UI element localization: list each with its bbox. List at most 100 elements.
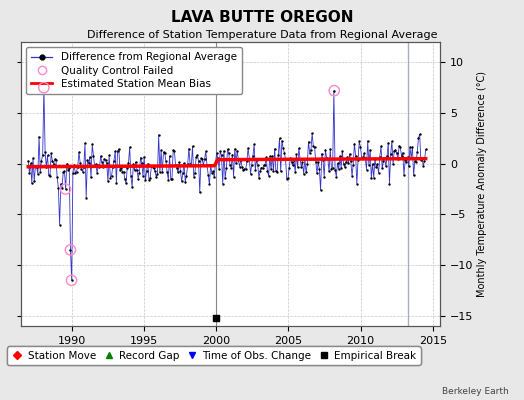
Point <box>407 155 416 161</box>
Point <box>304 138 313 145</box>
Point <box>43 152 52 159</box>
Point <box>222 165 231 172</box>
Point <box>349 162 357 168</box>
Point <box>37 158 46 164</box>
Point <box>92 161 100 167</box>
Point <box>84 160 93 166</box>
Point <box>302 169 310 176</box>
Point <box>124 160 133 166</box>
Point <box>322 155 331 161</box>
Point <box>387 151 395 158</box>
Point <box>197 155 205 162</box>
Point <box>183 161 192 168</box>
Point <box>40 84 48 91</box>
Point <box>378 165 386 172</box>
Point <box>320 174 329 180</box>
Point <box>108 164 117 170</box>
Point <box>118 168 127 175</box>
Point <box>129 161 137 168</box>
Point <box>307 147 315 154</box>
Point <box>366 146 374 153</box>
Point <box>182 172 191 179</box>
Point <box>227 164 235 171</box>
Point <box>160 150 169 156</box>
Point <box>107 173 116 179</box>
Point <box>133 166 141 173</box>
Point <box>420 158 429 164</box>
Point <box>380 154 389 161</box>
Point <box>228 151 236 158</box>
Point <box>202 148 210 155</box>
Point <box>287 159 296 166</box>
Point <box>80 164 88 170</box>
Point <box>223 146 232 152</box>
Point <box>164 176 172 183</box>
Point <box>336 153 344 159</box>
Point <box>110 157 118 164</box>
Point <box>79 168 87 175</box>
Point <box>390 147 398 154</box>
Point <box>373 161 381 167</box>
Point <box>81 140 89 146</box>
Point <box>362 166 370 173</box>
Point <box>169 147 177 154</box>
Point <box>249 153 257 159</box>
Point <box>52 157 60 164</box>
Point <box>381 163 390 170</box>
Point <box>100 156 108 162</box>
Point <box>255 175 263 181</box>
Point <box>65 165 73 172</box>
Point <box>158 168 167 175</box>
Point <box>68 277 76 284</box>
Point <box>35 134 43 140</box>
Point <box>58 185 66 192</box>
Point <box>341 164 349 170</box>
Point <box>400 172 408 178</box>
Point <box>391 147 400 153</box>
Point <box>175 159 183 165</box>
Point <box>409 172 418 178</box>
Point <box>226 162 234 168</box>
Point <box>48 158 57 164</box>
Point <box>357 155 366 161</box>
Point <box>235 163 244 170</box>
Point <box>139 172 147 179</box>
Point <box>408 144 417 150</box>
Point <box>49 161 58 168</box>
Point <box>170 148 179 154</box>
Point <box>297 163 305 170</box>
Point <box>214 155 222 162</box>
Point <box>416 131 424 137</box>
Point <box>56 221 64 228</box>
Point <box>171 162 180 168</box>
Point <box>293 164 302 170</box>
Point <box>394 156 402 162</box>
Point <box>324 156 332 162</box>
Point <box>251 166 259 173</box>
Point <box>256 168 265 174</box>
Point <box>396 144 405 150</box>
Point <box>46 173 54 179</box>
Point <box>367 175 376 182</box>
Point <box>162 158 170 164</box>
Point <box>178 178 186 184</box>
Point <box>32 164 41 170</box>
Point <box>128 184 136 190</box>
Point <box>361 155 369 162</box>
Point <box>36 169 45 175</box>
Point <box>40 84 48 91</box>
Point <box>353 180 361 187</box>
Point <box>318 150 326 157</box>
Point <box>61 186 70 192</box>
Point <box>268 153 277 159</box>
Point <box>421 146 430 153</box>
Point <box>87 174 95 180</box>
Point <box>77 166 85 172</box>
Point <box>253 157 261 163</box>
Point <box>257 164 266 171</box>
Point <box>395 142 403 149</box>
Point <box>105 152 113 158</box>
Point <box>66 247 74 253</box>
Point <box>155 132 163 138</box>
Point <box>159 149 168 155</box>
